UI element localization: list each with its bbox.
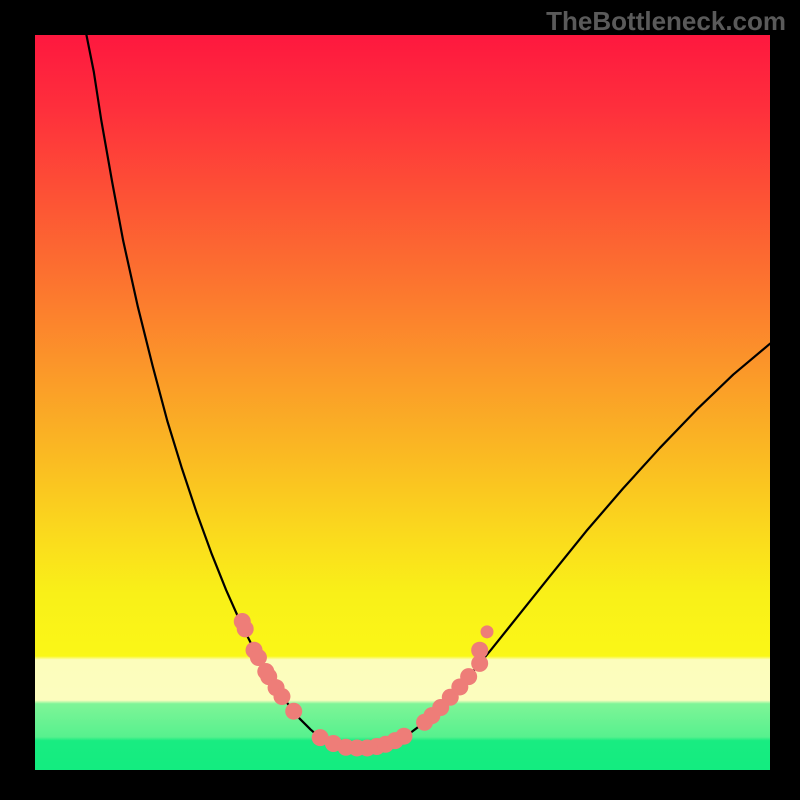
marker-right-5 [460, 668, 477, 685]
marker-left-1 [237, 620, 254, 637]
plot-background [35, 35, 770, 770]
marker-left-8 [285, 703, 302, 720]
chart-container: TheBottleneck.com [0, 0, 800, 800]
plot-area [35, 35, 770, 770]
marker-left-7 [273, 688, 290, 705]
watermark-text: TheBottleneck.com [546, 6, 786, 37]
marker-bottom-8 [395, 728, 412, 745]
marker-right-7 [471, 642, 488, 659]
marker-right-outlier [481, 625, 494, 638]
